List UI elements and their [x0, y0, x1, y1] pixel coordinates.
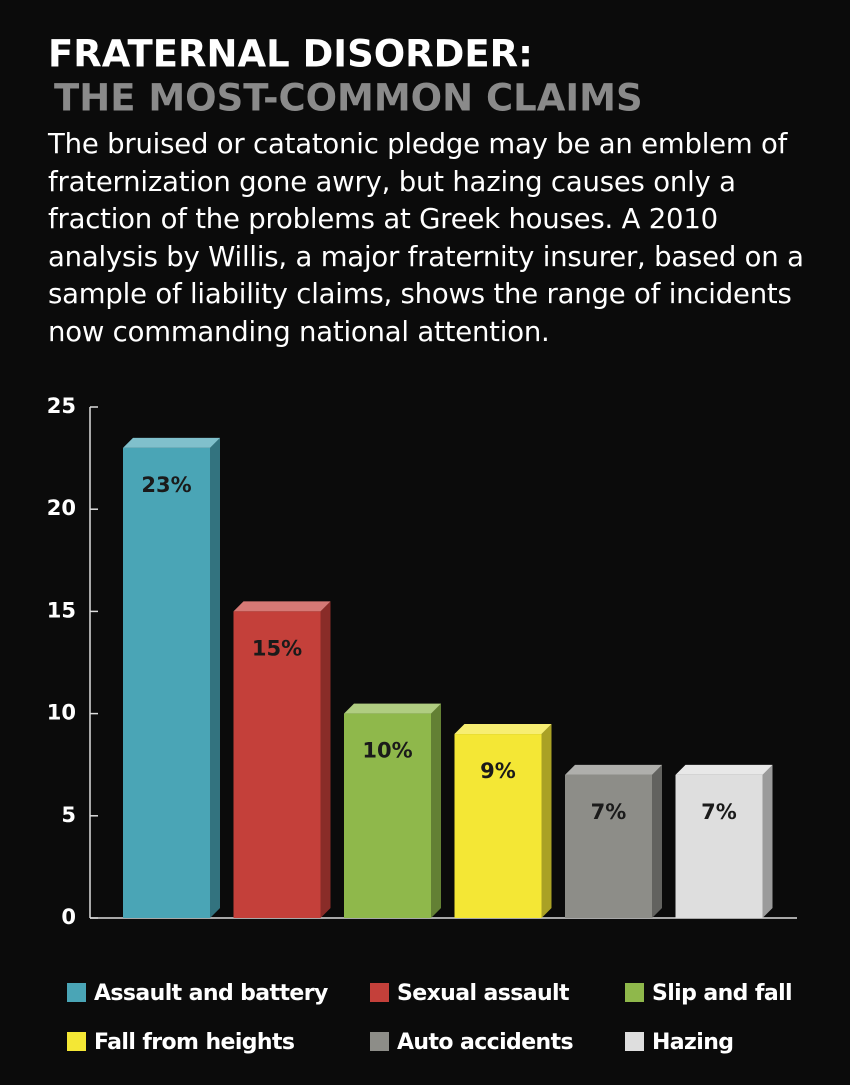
bar-top [344, 703, 441, 714]
bar-top-light [675, 764, 773, 775]
bar-top [675, 764, 773, 775]
legend-label: Sexual assault [397, 981, 570, 1006]
legend-label: Slip and fall [652, 981, 792, 1006]
bar-top-light [233, 601, 331, 612]
y-tick-label: 5 [61, 803, 76, 827]
bar-side-shade [762, 764, 773, 918]
bar-top-light [454, 724, 552, 735]
value-label: 7% [591, 800, 627, 824]
bar [454, 734, 542, 918]
y-tick-label: 10 [47, 701, 76, 725]
bar-side-shade [210, 437, 220, 918]
bar-top-light [565, 764, 662, 775]
y-tick-label: 15 [47, 598, 76, 622]
bar-top [123, 437, 220, 448]
bar-top [454, 724, 552, 735]
bar-top [233, 601, 331, 612]
legend-label: Auto accidents [397, 1030, 573, 1055]
chart-title: FRATERNAL DISORDER: [48, 33, 533, 76]
legend-label: Hazing [652, 1030, 733, 1055]
bar-side-shade [320, 601, 331, 918]
value-label: 15% [252, 636, 302, 660]
y-tick-label: 25 [47, 394, 76, 418]
legend-swatch [370, 1032, 389, 1051]
bar-side [210, 437, 220, 918]
bar [233, 611, 321, 918]
value-label: 9% [480, 759, 516, 783]
bar-side [431, 703, 441, 918]
bar [344, 713, 431, 918]
bar-side [652, 764, 662, 918]
value-label: 7% [701, 800, 737, 824]
value-label: 10% [362, 739, 412, 763]
bar-top [565, 764, 662, 775]
legend-swatch [625, 983, 644, 1002]
bar-top-light [344, 703, 441, 714]
bar-side-shade [652, 764, 662, 918]
bar-top-light [123, 437, 220, 448]
bar-side-shade [541, 724, 552, 918]
legend-swatch [370, 983, 389, 1002]
legend-label: Fall from heights [94, 1030, 295, 1055]
bar [675, 774, 763, 918]
legend-swatch [67, 1032, 86, 1051]
bar-side [320, 601, 331, 918]
bar [565, 774, 652, 918]
bar-side [541, 724, 552, 918]
legend-swatch [67, 983, 86, 1002]
chart-subtitle: THE MOST-COMMON CLAIMS [54, 77, 643, 120]
bar-side [762, 764, 773, 918]
y-tick-label: 0 [61, 905, 76, 929]
legend-label: Assault and battery [94, 981, 328, 1006]
legend-swatch [625, 1032, 644, 1051]
bar-side-shade [431, 703, 441, 918]
description: The bruised or catatonic pledge may be a… [48, 128, 804, 348]
bar [123, 447, 210, 918]
value-label: 23% [141, 473, 191, 497]
y-tick-label: 20 [47, 496, 76, 520]
